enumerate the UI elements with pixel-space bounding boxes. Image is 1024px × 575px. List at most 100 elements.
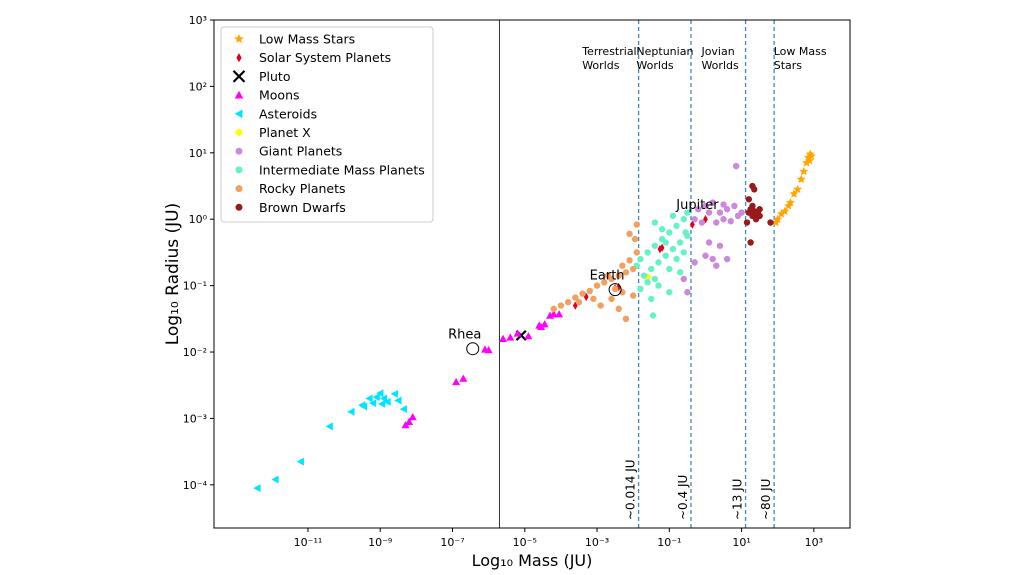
legend-swatch-asteroids (234, 109, 243, 119)
legend-marker-intermediate-mass-planets (235, 166, 243, 174)
boundary-label-13-ju: ~13 JU (731, 479, 745, 520)
region-label-neptunian-worlds: Neptunian (636, 45, 693, 58)
region-labels: TerrestrialWorldsNeptunianWorldsJovianWo… (581, 45, 827, 72)
intermediate-mass-planets-point-25 (666, 289, 673, 296)
y-tick-label: 10⁻¹ (183, 280, 207, 293)
rocky-planets-point-24 (622, 315, 630, 323)
intermediate-mass-planets-point-30 (649, 312, 657, 319)
giant-planets-point-24 (705, 239, 713, 246)
intermediate-mass-planets-point-18 (666, 265, 673, 273)
moons-point-7 (524, 332, 533, 340)
rocky-planets-point-23 (626, 230, 633, 238)
giant-planets-point-5 (731, 202, 738, 210)
legend-label-pluto: Pluto (259, 69, 290, 84)
series-intermediate-mass-planets (633, 209, 691, 319)
legend-marker-giant-planets (235, 147, 243, 155)
annotation-circle-earth (608, 283, 622, 297)
x-tick-label: 10⁻¹ (657, 536, 681, 549)
legend-swatch-intermediate-mass-planets (235, 166, 243, 174)
region-label-jovian-worlds: Worlds (701, 59, 739, 72)
giant-planets-point-18 (716, 242, 724, 249)
legend-label-giant-planets: Giant Planets (259, 144, 342, 159)
brown-dwarfs-point-15 (756, 206, 763, 213)
intermediate-mass-planets-point-26 (655, 282, 662, 289)
x-tick-label: 10⁻⁷ (440, 536, 464, 549)
legend-marker-pluto (232, 70, 246, 83)
intermediate-mass-planets-point-9 (648, 265, 655, 273)
solar-system-planets-point-6 (690, 220, 695, 229)
boundary-label-80-ju: ~80 JU (759, 479, 773, 520)
intermediate-mass-planets-point-4 (666, 229, 673, 236)
legend-swatch-giant-planets (235, 147, 243, 155)
rocky-planets-point-1 (564, 299, 572, 306)
rocky-planets-point-26 (590, 295, 597, 303)
legend-label-intermediate-mass-planets: Intermediate Mass Planets (259, 162, 425, 177)
moons-point-12 (555, 310, 564, 318)
giant-planets-point-9 (713, 219, 720, 226)
series-rocky-planets (550, 221, 640, 323)
rocky-planets-point-5 (593, 282, 601, 289)
rocky-planets-point-17 (608, 295, 615, 303)
annotation-jupiter: Jupiter (675, 198, 719, 213)
plot-frame (213, 19, 851, 529)
region-label-neptunian-worlds: Worlds (636, 59, 674, 72)
giant-planets-point-17 (709, 255, 716, 263)
legend-label-low-mass-stars: Low Mass Stars (259, 32, 355, 47)
brown-dwarfs-point-12 (752, 216, 760, 223)
y-tick-label: 10⁻⁴ (183, 479, 208, 492)
y-axis-label: Log₁₀ Radius (JU) (163, 203, 183, 346)
legend-swatch-brown-dwarfs (235, 203, 243, 211)
asteroids-point-10 (383, 397, 391, 406)
y-axis-ticks: 10⁻⁴ 10⁻³ 10⁻² 10⁻¹ 10⁰ 10¹ 10² 10³ (183, 14, 214, 492)
intermediate-mass-planets-point-5 (673, 222, 680, 230)
low-mass-stars-point-14 (805, 156, 814, 165)
giant-planets-point-10 (720, 216, 727, 223)
x-tick-label: 10³ (805, 536, 823, 549)
intermediate-mass-planets-point-17 (651, 275, 659, 283)
series-solar-system-planets (572, 215, 708, 310)
legend-swatch-low-mass-stars (234, 34, 244, 44)
giant-planets-point-13 (691, 216, 698, 223)
boundary-label-0-4-ju: ~0.4 JU (676, 475, 690, 520)
y-tick-label: 10⁰ (189, 213, 208, 226)
asteroids-point-2 (296, 457, 304, 466)
intermediate-mass-planets-point-7 (684, 209, 691, 216)
region-label-terrestrial-worlds: Terrestrial (581, 45, 636, 58)
asteroids-point-9 (379, 394, 388, 403)
legend-swatch-rocky-planets (235, 185, 243, 193)
giant-planets-point-14 (720, 201, 727, 208)
moons-point-5 (506, 333, 515, 341)
series-brown-dwarfs (743, 182, 774, 246)
legend-box (220, 26, 434, 223)
giant-planets-point-11 (727, 218, 734, 225)
data-points (253, 149, 816, 493)
legend-label-moons: Moons (259, 88, 300, 103)
giant-planets-point-3 (716, 209, 724, 216)
rocky-planets-point-6 (601, 279, 608, 286)
legend: Low Mass Stars Solar System Planets Pluto M… (220, 26, 434, 223)
x-axis-label: Log₁₀ Mass (JU) (472, 551, 593, 570)
y-tick-label: 10⁻³ (183, 412, 207, 425)
intermediate-mass-planets-point-15 (637, 285, 644, 293)
rocky-planets-point-25 (550, 305, 557, 313)
rocky-planets-point-12 (626, 257, 633, 264)
rocky-planets-point-14 (611, 285, 619, 293)
giant-planets-point-20 (723, 255, 731, 263)
intermediate-mass-planets-point-24 (648, 295, 655, 303)
intermediate-mass-planets-point-29 (662, 239, 669, 246)
giant-planets-point-7 (738, 209, 745, 216)
giant-planets-point-23 (713, 262, 720, 269)
moons-point-16 (537, 322, 546, 330)
giant-planets-point-21 (684, 289, 691, 296)
asteroids-point-7 (369, 399, 377, 408)
legend-marker-asteroids (234, 109, 243, 119)
giant-planets-point-2 (709, 199, 716, 206)
rocky-planets-point-8 (615, 272, 622, 279)
legend-label-brown-dwarfs: Brown Dwarfs (259, 200, 346, 215)
moons-point-13 (405, 417, 414, 425)
intermediate-mass-planets-point-11 (662, 252, 669, 259)
moons-point-6 (513, 329, 522, 337)
low-mass-stars-point-9 (799, 166, 809, 176)
intermediate-mass-planets-point-13 (676, 239, 684, 246)
